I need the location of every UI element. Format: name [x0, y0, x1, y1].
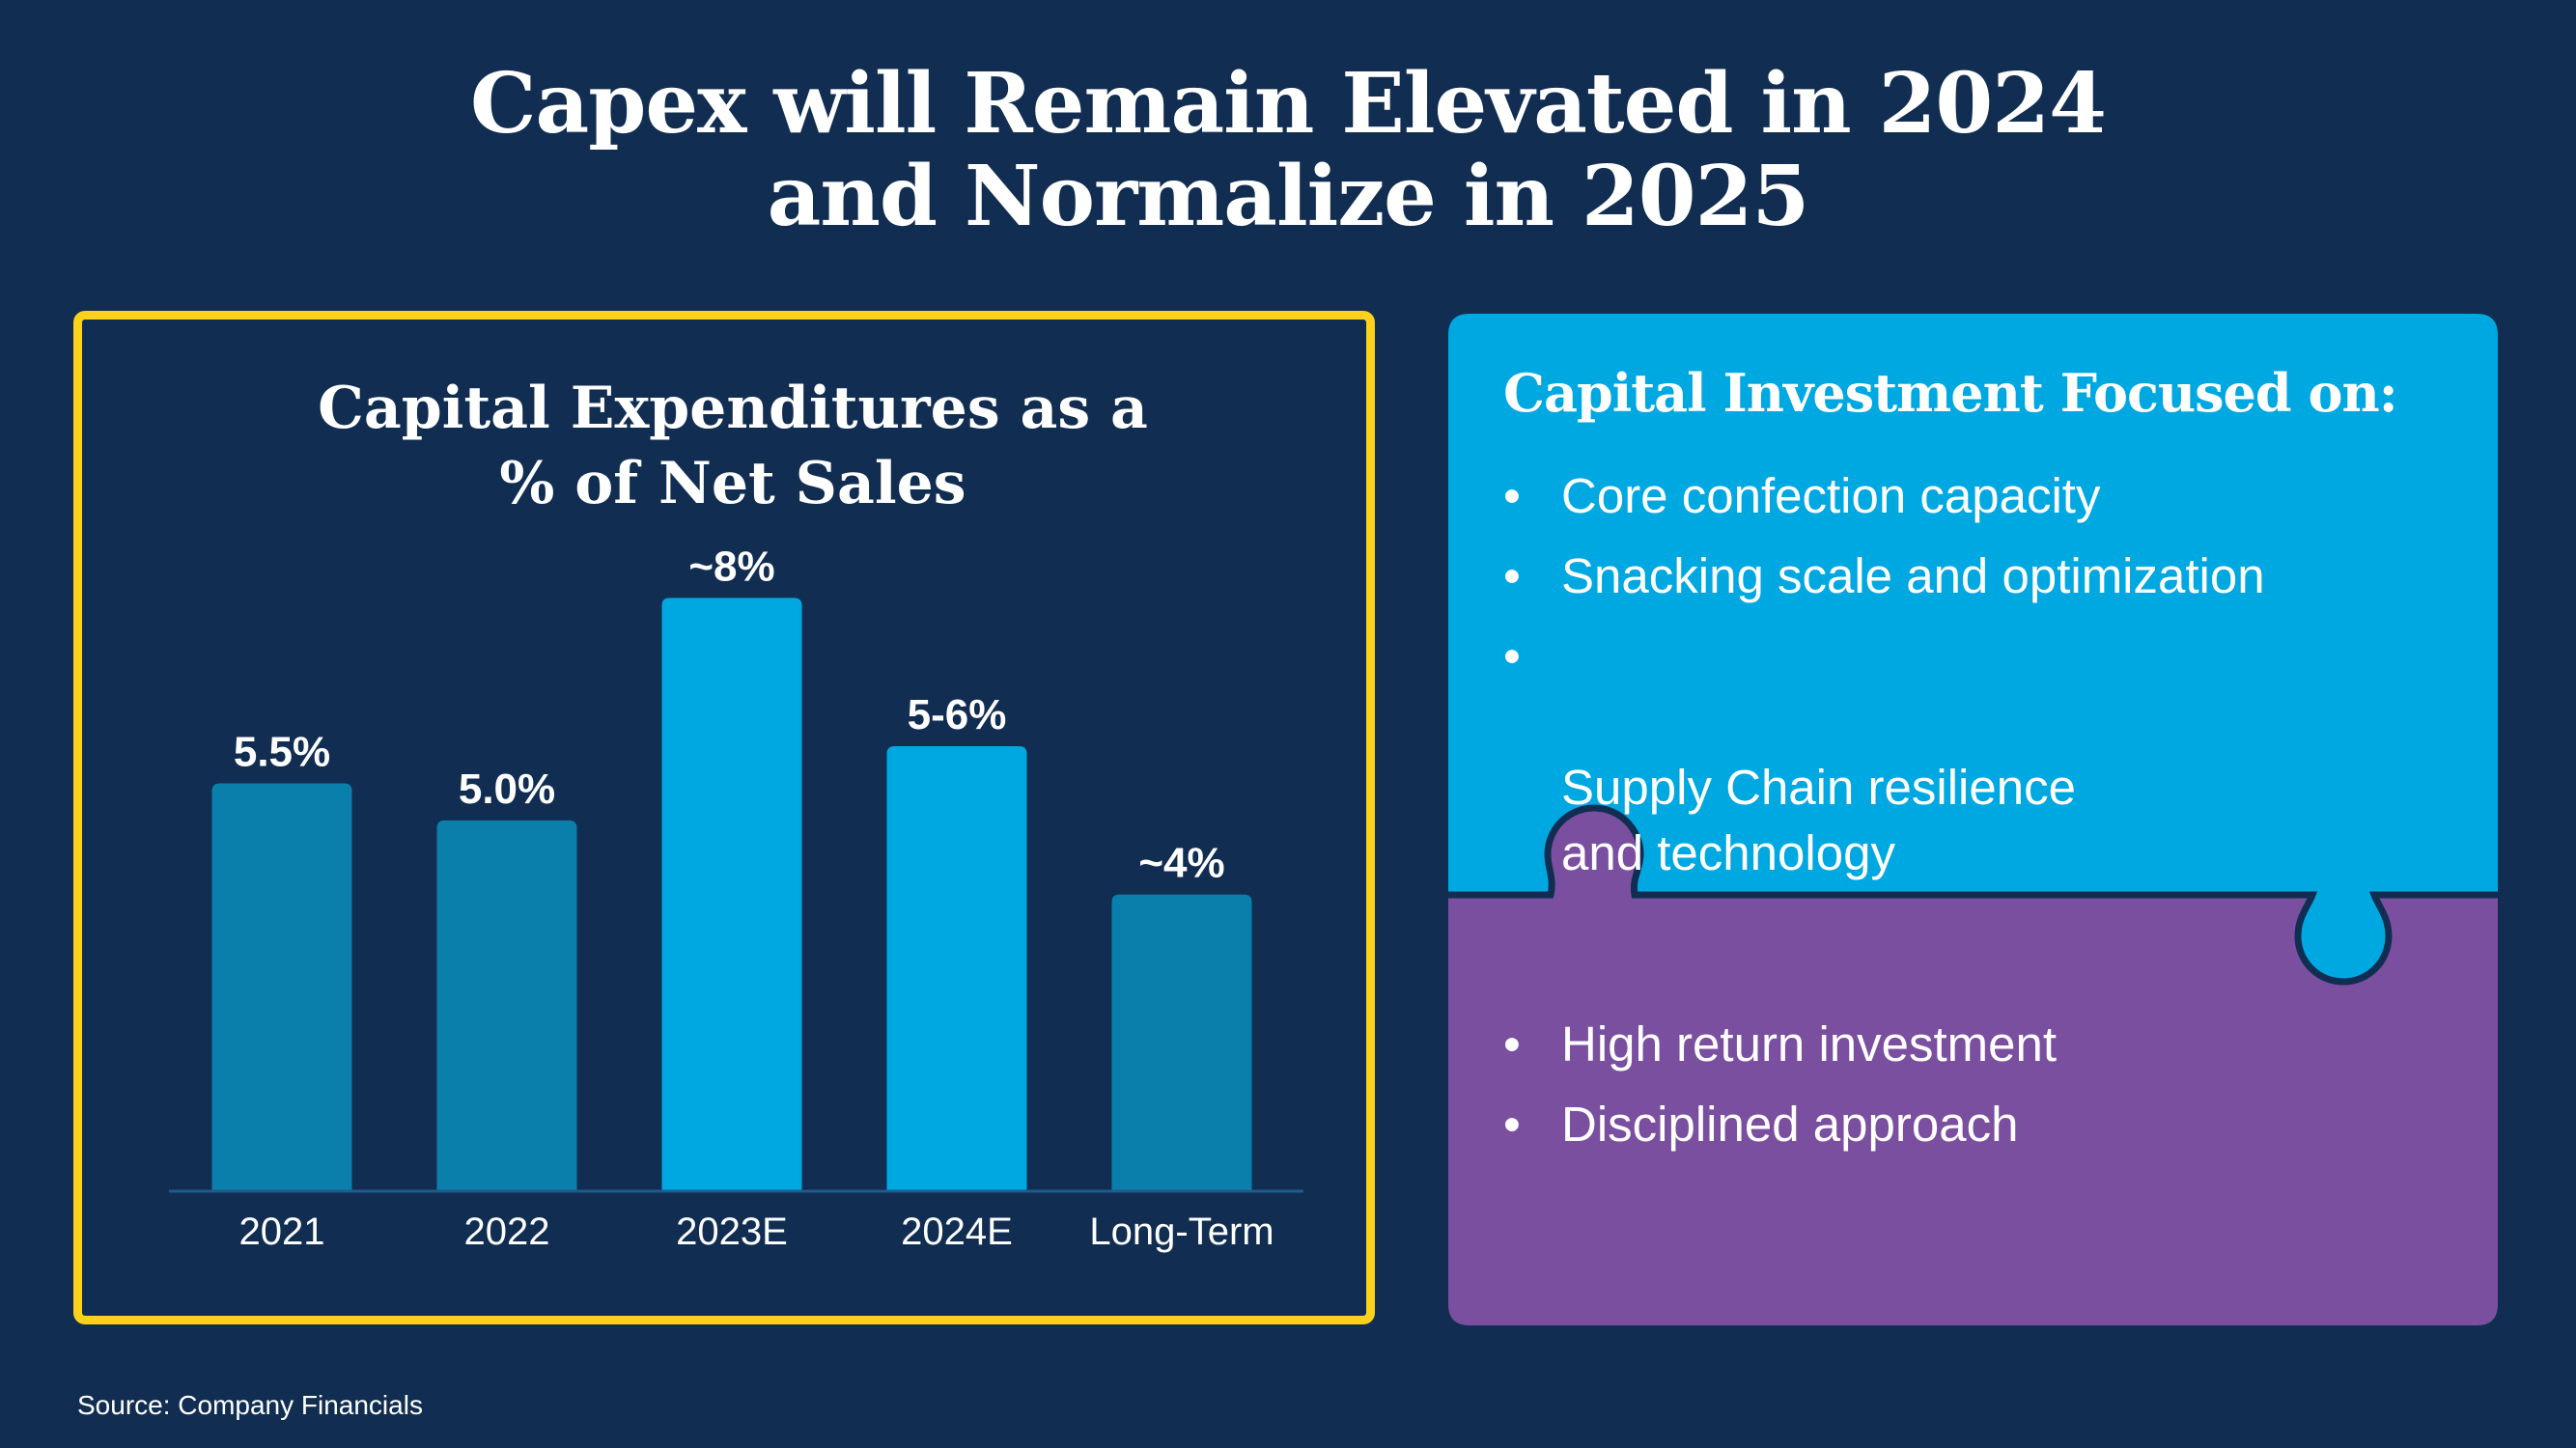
- bar-long-term: [1111, 894, 1252, 1191]
- data-label: 5.5%: [234, 728, 330, 775]
- data-label: ~4%: [1138, 840, 1224, 887]
- puzzle-seam-line: [1448, 804, 2498, 986]
- bullet-icon: •: [1503, 1097, 1521, 1152]
- page-title-line-2: and Normalize in 2025: [767, 148, 1810, 245]
- puzzle-tab-knob: [1548, 808, 1640, 895]
- chart-panel: Capital Expenditures as a % of Net Sales…: [73, 311, 1375, 1324]
- chart-title-line-2: % of Net Sales: [499, 450, 966, 517]
- x-tick-label: 2022: [464, 1211, 550, 1253]
- bar-2023e: [661, 598, 802, 1191]
- x-tick-label: 2023E: [676, 1211, 788, 1253]
- bars-group: 5.5% 2021 5.0% 2022 ~8% 2023E 5-6% 2024E ~4% Long…: [211, 543, 1274, 1253]
- bullet-icon: •: [1503, 1016, 1521, 1072]
- capex-bar-chart: Capital Expenditures as a % of Net Sales…: [169, 375, 1303, 1253]
- list-item-text: Disciplined approach: [1561, 1097, 2019, 1152]
- list-item-text: Core confection capacity: [1561, 468, 2101, 523]
- bar-2024e: [886, 746, 1027, 1191]
- list-item: • Core confection capacity: [1503, 463, 2265, 529]
- data-label: ~8%: [688, 543, 774, 590]
- bar-2021: [211, 783, 352, 1191]
- list-item-text: Supply Chain resilience and technology: [1561, 760, 2076, 880]
- bullet-icon: •: [1503, 468, 1521, 523]
- puzzle-piece-bottom: [1448, 895, 2498, 1325]
- focus-top-list: • Core confection capacity • Snacking sc…: [1503, 463, 2265, 901]
- chart-title-line-1: Capital Expenditures as a: [318, 375, 1148, 442]
- data-label: 5-6%: [908, 691, 1007, 738]
- bullet-icon: •: [1503, 628, 1521, 683]
- focus-heading: Capital Investment Focused on:: [1503, 362, 2398, 424]
- page-title: Capex will Remain Elevated in 2024 and N…: [0, 58, 2576, 243]
- x-tick-label: 2024E: [901, 1211, 1013, 1253]
- puzzle-graphic: [1448, 314, 2498, 1325]
- data-label: 5.0%: [459, 766, 555, 813]
- list-item: • Snacking scale and optimization: [1503, 543, 2265, 609]
- x-tick-label: Long-Term: [1089, 1211, 1274, 1253]
- page-title-line-1: Capex will Remain Elevated in 2024: [470, 55, 2107, 153]
- x-tick-label: 2021: [239, 1211, 325, 1253]
- bullet-icon: •: [1503, 548, 1521, 603]
- source-note: Source: Company Financials: [77, 1390, 423, 1420]
- list-item: • Supply Chain resilience and technology: [1503, 624, 2265, 886]
- list-item-text: High return investment: [1561, 1016, 2058, 1072]
- bar-2022: [436, 820, 577, 1191]
- puzzle-piece-top: [1448, 314, 2498, 982]
- list-item: • High return investment: [1503, 1012, 2057, 1077]
- focus-bottom-list: • High return investment • Disciplined a…: [1503, 1012, 2057, 1172]
- list-item-text: Snacking scale and optimization: [1561, 548, 2265, 603]
- list-item: • Disciplined approach: [1503, 1092, 2057, 1157]
